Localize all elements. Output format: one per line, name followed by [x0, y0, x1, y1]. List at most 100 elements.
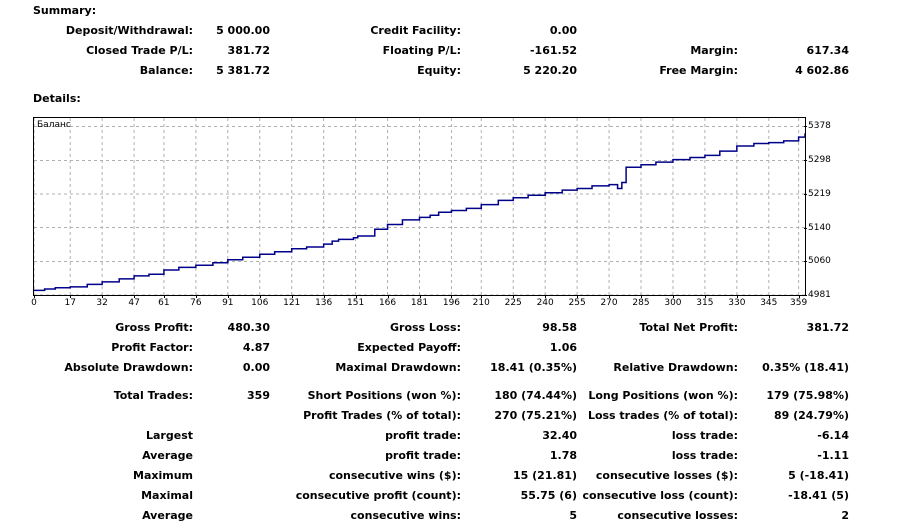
average-label: Average: [142, 449, 193, 462]
x-tick-mark: [163, 295, 165, 298]
avg-cons-label: Average: [142, 509, 193, 522]
details-heading: Details:: [33, 92, 81, 105]
largest-label: Largest: [146, 429, 193, 442]
x-tick-label: 225: [504, 298, 522, 308]
x-tick-label: 300: [664, 298, 682, 308]
x-tick-label: 136: [315, 298, 333, 308]
x-tick-mark: [545, 295, 547, 298]
max-cons-wins-label: consecutive wins ($):: [328, 469, 461, 482]
y-tick-label: 5060: [808, 256, 831, 267]
profit-trades-label: Profit Trades (% of total):: [303, 409, 461, 422]
y-tick-mark: [804, 126, 807, 128]
x-tick-mark: [291, 295, 293, 298]
x-tick-label: 196: [442, 298, 461, 308]
profit-factor-value: 4.87: [242, 341, 270, 354]
deposit-value: 5 000.00: [216, 24, 270, 37]
y-tick-mark: [804, 227, 807, 229]
x-tick-mark: [387, 295, 389, 298]
x-tick-label: 330: [728, 298, 746, 308]
balance-label: Balance:: [139, 64, 193, 77]
maximal-profit-value: 55.75 (6): [520, 489, 577, 502]
average-profit-value: 1.78: [549, 449, 577, 462]
chart-title: Баланс: [37, 120, 71, 130]
x-tick-label: 61: [158, 298, 170, 308]
avg-cons-losses-value: 2: [841, 509, 849, 522]
maximal-loss-value: -18.41 (5): [788, 489, 849, 502]
average-loss-label: loss trade:: [671, 449, 738, 462]
x-tick-label: 76: [190, 298, 202, 308]
y-tick-label: 4981: [808, 290, 831, 300]
free-margin-label: Free Margin:: [659, 64, 738, 77]
loss-trades-label: Loss trades (% of total):: [587, 409, 738, 422]
y-tick-label: 5378: [808, 121, 831, 132]
x-tick-label: 285: [632, 298, 650, 308]
x-tick-mark: [134, 295, 136, 298]
average-profit-label: profit trade:: [385, 449, 461, 462]
x-tick-mark: [259, 295, 261, 298]
avg-cons-losses-label: consecutive losses:: [617, 509, 738, 522]
abs-drawdown-value: 0.00: [242, 361, 270, 374]
abs-drawdown-label: Absolute Drawdown:: [64, 361, 193, 374]
x-tick-mark: [641, 295, 642, 298]
x-tick-mark: [736, 295, 738, 298]
largest-loss-value: -6.14: [817, 429, 849, 442]
long-positions-label: Long Positions (won %):: [588, 389, 738, 402]
max-drawdown-value: 18.41 (0.35%): [490, 361, 577, 374]
x-tick-mark: [34, 295, 35, 298]
short-positions-value: 180 (74.44%): [494, 389, 577, 402]
x-tick-mark: [227, 295, 229, 298]
x-tick-label: 345: [760, 298, 778, 308]
balance-chart-plot: [34, 118, 805, 295]
x-tick-label: 121: [283, 298, 301, 308]
maximal-loss-label: consecutive loss (count):: [582, 489, 738, 502]
closed-pl-label: Closed Trade P/L:: [86, 44, 193, 57]
y-tick-label: 5298: [808, 155, 831, 166]
balance-value: 5 381.72: [216, 64, 270, 77]
largest-loss-label: loss trade:: [671, 429, 738, 442]
y-tick-mark: [804, 261, 807, 263]
avg-cons-wins-label: consecutive wins:: [350, 509, 461, 522]
credit-label: Credit Facility:: [370, 24, 461, 37]
x-tick-label: 240: [536, 298, 554, 308]
x-tick-label: 17: [64, 298, 76, 308]
y-tick-label: 5219: [808, 188, 831, 199]
summary-heading: Summary:: [33, 4, 97, 17]
loss-trades-value: 89 (24.79%): [773, 409, 849, 422]
x-tick-label: 181: [410, 298, 429, 308]
gross-profit-label: Gross Profit:: [115, 321, 193, 334]
free-margin-value: 4 602.86: [795, 64, 849, 77]
average-loss-value: -1.11: [817, 449, 849, 462]
x-tick-mark: [419, 295, 421, 298]
maximal-label: Maximal: [141, 489, 193, 502]
x-tick-label: 0: [31, 298, 37, 308]
balance-chart: Баланс: [33, 117, 806, 296]
y-tick-mark: [804, 295, 807, 296]
expected-payoff-label: Expected Payoff:: [357, 341, 461, 354]
margin-label: Margin:: [690, 44, 738, 57]
x-tick-label: 359: [790, 298, 808, 308]
x-tick-label: 255: [568, 298, 586, 308]
maximal-profit-label: consecutive profit (count):: [295, 489, 461, 502]
total-trades-label: Total Trades:: [113, 389, 193, 402]
x-tick-mark: [768, 295, 770, 298]
x-tick-mark: [704, 295, 706, 298]
max-cons-losses-value: 5 (-18.41): [788, 469, 849, 482]
avg-cons-wins-value: 5: [569, 509, 577, 522]
x-tick-mark: [577, 295, 579, 298]
x-tick-mark: [513, 295, 515, 298]
x-tick-mark: [481, 295, 483, 298]
net-profit-label: Total Net Profit:: [639, 321, 739, 334]
gross-loss-label: Gross Loss:: [390, 321, 461, 334]
rel-drawdown-label: Relative Drawdown:: [613, 361, 738, 374]
max-drawdown-label: Maximal Drawdown:: [335, 361, 461, 374]
floating-pl-label: Floating P/L:: [382, 44, 461, 57]
max-cons-losses-label: consecutive losses ($):: [595, 469, 738, 482]
y-tick-label: 5140: [808, 222, 831, 233]
rel-drawdown-value: 0.35% (18.41): [762, 361, 849, 374]
maximum-label: Maximum: [133, 469, 193, 482]
net-profit-value: 381.72: [806, 321, 849, 334]
x-tick-label: 270: [600, 298, 618, 308]
gross-loss-value: 98.58: [542, 321, 577, 334]
x-tick-mark: [70, 295, 72, 298]
margin-value: 617.34: [806, 44, 849, 57]
